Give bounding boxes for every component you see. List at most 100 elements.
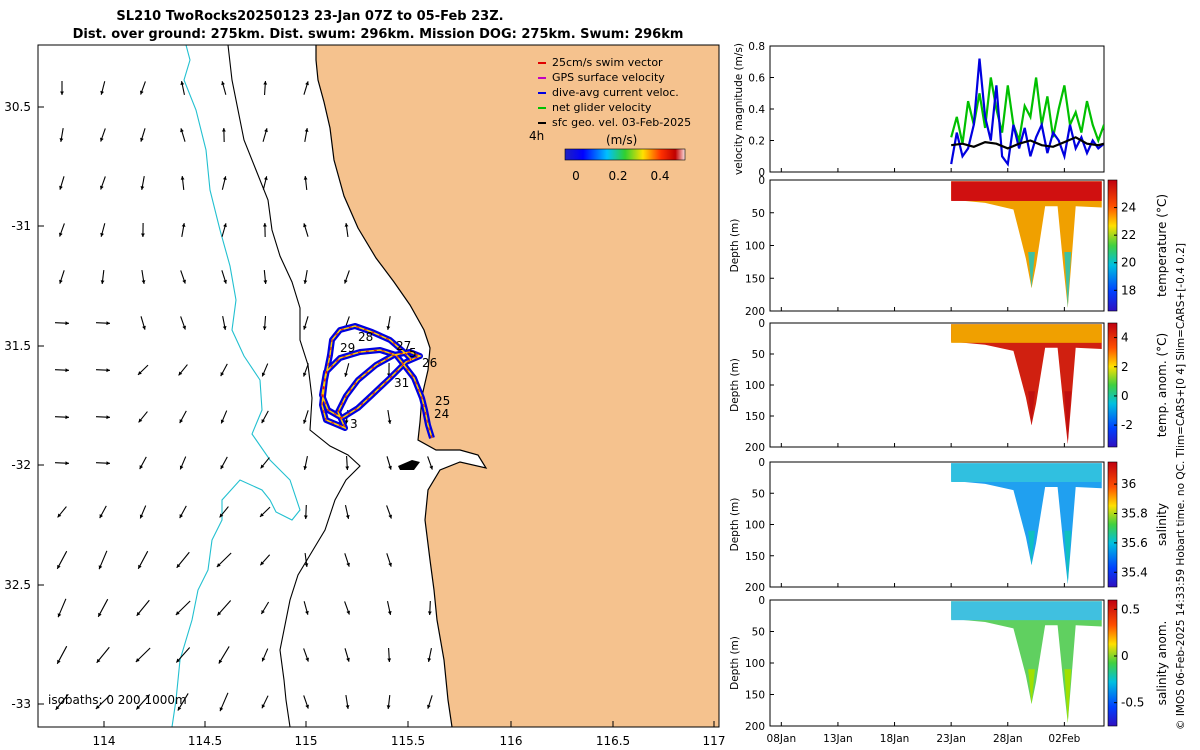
current-vector-head [223,223,227,228]
lon-tick-label: 116 [500,734,523,748]
current-vector-head [57,659,61,664]
glider-track [319,323,435,439]
current-vector-head [217,611,222,616]
figure-title-line1: SL210 TwoRocks20250123 23-Jan 07Z to 05-… [116,9,503,24]
current-vector-head [427,658,432,662]
current-vector-head [96,658,101,663]
colorbar-tick-label: 35.6 [1121,536,1148,550]
depth-ylabel: Depth (m) [729,498,741,552]
legend-label: 25cm/s swim vector [552,56,663,69]
y-tick-label: 50 [752,488,765,500]
current-vector-head [106,415,110,420]
legend-label: net glider velocity [552,101,652,114]
map-legend: 25cm/s swim vector GPS surface velocity di… [538,56,691,129]
map-lat-axis: 30.5 -31 31.5 -32 32.5 -33 [4,100,44,711]
depth-ylabel: Depth (m) [729,358,741,412]
colorbar-tick-label: -2 [1121,418,1133,432]
heatmap-panel: 0 50 100 150 200 Depth (m) 24 22 20 18 temperature… [729,175,1169,318]
current-vector-head [344,372,348,377]
current-vector-head [260,464,265,469]
y-tick-label: 50 [752,349,765,361]
y-tick-label: 100 [745,658,765,670]
current-vector-head [305,657,309,662]
current-vector-head [100,280,105,284]
y-tick-label: 200 [745,306,765,318]
track-day-label: 29 [340,341,355,355]
speed-colorbar-ticks: 0 0.2 0.4 [572,169,669,183]
current-vector-head [65,461,69,466]
current-vector-field [54,80,433,712]
current-vector-head [264,128,268,133]
current-vector-head [388,562,392,567]
current-vector-head [179,419,184,424]
colorbar-tick-label: 0 [1121,649,1129,663]
current-vector-head [429,465,433,470]
current-vector-head [135,658,140,662]
lat-tick-label: -31 [11,219,31,233]
y-tick-label: 0 [758,318,765,330]
current-vector-head [100,185,104,190]
heatmap-deep-layer [1028,252,1072,308]
current-vector-head [59,185,63,190]
current-vector-head [346,610,350,615]
heatmap-surface-layer [951,324,1102,343]
colorbar-tick-label: 24 [1121,201,1136,215]
legend-label: sfc geo. vel. 03-Feb-2025 [552,116,691,129]
current-vector-head [59,279,63,284]
heatmap-body [951,601,1102,723]
current-vector-head [60,91,64,95]
current-vector-head [261,419,266,424]
heatmap-deep-layer [1028,530,1072,584]
current-vector-head [59,232,63,237]
current-vector-head [222,326,227,330]
track-day-label: 25 [435,394,450,408]
speed-colorbar-tick: 0.2 [608,169,627,183]
heatmap-panel: 0 50 100 150 200 Depth (m) 36 35.8 35.6 35.4 salin… [729,457,1169,594]
track-day-label: 26 [422,356,437,370]
current-vector-head [139,465,144,470]
current-vector-head [218,659,223,664]
current-vector-head [304,563,309,567]
current-vector-head [65,321,69,326]
speed-colorbar [564,148,686,161]
current-vector-head [223,279,227,284]
colorbar-tick-label: 35.8 [1121,506,1148,520]
time-marker-label: 4h [529,129,544,143]
depth-ylabel: Depth (m) [729,636,741,690]
current-vector-head [387,420,392,424]
current-vector-head [182,279,186,284]
heatmap-body [951,463,1102,584]
track-day-label: 27 [396,339,411,353]
current-vector-head [98,612,102,617]
track-day-label: 31 [394,376,409,390]
current-vector-head [106,461,110,466]
x-tick-label: 23Jan [936,733,966,745]
current-vector-head [345,705,350,709]
current-vector-head [100,232,104,237]
current-vector-head [98,565,103,570]
current-vector-head [345,514,350,519]
y-tick-label: 150 [745,690,765,702]
current-vector-head [100,137,104,142]
current-vector-head [180,128,184,133]
imos-credit-text: © IMOS 06-Feb-2025 14:33:59 Hobart time.… [1175,243,1187,730]
speed-colorbar-tick: 0.4 [650,169,669,183]
lon-tick-label: 114 [93,734,116,748]
current-vector-head [220,465,225,470]
y-tick-label: 100 [745,380,765,392]
current-vector-head [260,561,265,566]
heatmap-surface-layer [951,601,1102,621]
colorbar-tick-label: 22 [1121,228,1136,242]
current-vector-head [303,372,307,377]
current-vector-head [137,371,142,375]
current-vector-head [262,326,267,330]
heatmap-surface-layer [951,463,1102,482]
current-vector-head [136,705,141,710]
current-vector-head [136,611,141,616]
track-day-label: 28 [358,330,373,344]
colorbar-tick-label: 20 [1121,256,1136,270]
current-vector-head [344,279,348,284]
